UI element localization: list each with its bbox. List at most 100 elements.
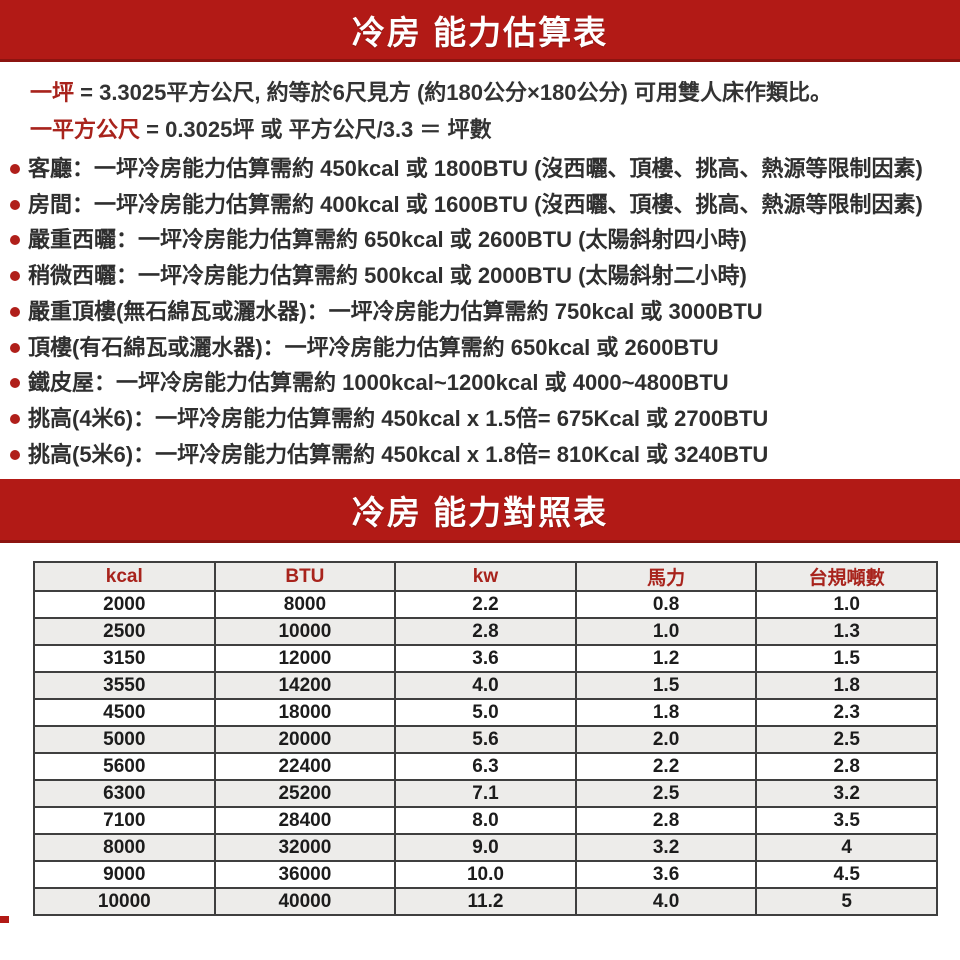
table-cell: 2.0 <box>574 725 758 755</box>
ping-definition-text: = 3.3025平方公尺, 約等於6尺見方 (約180公分×180公分) 可用雙… <box>74 80 832 105</box>
unit-definitions: 一坪 = 3.3025平方公尺, 約等於6尺見方 (約180公分×180公分) … <box>0 62 960 148</box>
square-meter-term: 一平方公尺 <box>30 117 141 142</box>
table-cell: 3150 <box>33 644 216 674</box>
table-cell: 8000 <box>33 833 216 863</box>
column-header: 馬力 <box>574 561 758 593</box>
table-cell: 2.8 <box>574 806 758 836</box>
comparison-banner: 冷房 能力對照表 <box>0 479 960 544</box>
column-header: BTU <box>213 561 397 593</box>
comparison-table-body: 2000 8000 2.2 0.8 1.0 2500 10000 2.8 1.0 1.3 3150 1… <box>33 590 938 917</box>
table-cell: 9.0 <box>394 833 577 863</box>
column-header: kw <box>394 561 577 593</box>
table-cell: 3550 <box>33 671 216 701</box>
table-row: 2000 8000 2.2 0.8 1.0 <box>33 590 938 620</box>
table-row: 5600 22400 6.3 2.2 2.8 <box>33 752 938 782</box>
comparison-header-row: kcal BTU kw 馬力 台規噸數 <box>33 561 938 593</box>
table-cell: 4500 <box>33 698 216 728</box>
table-cell: 5.0 <box>394 698 577 728</box>
estimation-item-text: 嚴重西曬：一坪冷房能力估算需約 650kcal 或 2600BTU (太陽斜射四… <box>28 227 747 253</box>
table-cell: 1.3 <box>755 617 938 647</box>
table-cell: 28400 <box>213 806 397 836</box>
table-cell: 20000 <box>213 725 397 755</box>
table-cell: 25200 <box>213 779 397 809</box>
table-cell: 7100 <box>33 806 216 836</box>
table-cell: 4.5 <box>755 860 938 890</box>
estimation-item: 頂樓(有石綿瓦或灑水器)：一坪冷房能力估算需約 650kcal 或 2600BT… <box>10 330 960 366</box>
table-row: 10000 40000 11.2 4.0 5 <box>33 887 938 917</box>
table-row: 3150 12000 3.6 1.2 1.5 <box>33 644 938 674</box>
table-cell: 4 <box>755 833 938 863</box>
table-cell: 8.0 <box>394 806 577 836</box>
estimation-banner: 冷房 能力估算表 <box>0 0 960 62</box>
column-header: 台規噸數 <box>755 561 938 593</box>
table-cell: 11.2 <box>394 887 577 917</box>
estimation-item: 房間：一坪冷房能力估算需約 400kcal 或 1600BTU (沒西曬、頂樓、… <box>10 187 960 223</box>
table-cell: 10.0 <box>394 860 577 890</box>
table-cell: 40000 <box>213 887 397 917</box>
table-cell: 3.2 <box>574 833 758 863</box>
comparison-table: kcal BTU kw 馬力 台規噸數 2000 8000 2.2 0.8 1.0 2500 100… <box>33 561 938 917</box>
table-cell: 6.3 <box>394 752 577 782</box>
square-meter-definition-text: = 0.3025坪 或 平方公尺/3.3 ＝ 坪數 <box>140 117 492 142</box>
estimation-item-text: 鐵皮屋：一坪冷房能力估算需約 1000kcal~1200kcal 或 4000~… <box>28 370 729 396</box>
estimation-item-text: 頂樓(有石綿瓦或灑水器)：一坪冷房能力估算需約 650kcal 或 2600BT… <box>28 334 719 360</box>
estimation-item: 挑高(4米6)：一坪冷房能力估算需約 450kcal x 1.5倍= 675Kc… <box>10 401 960 437</box>
bullet-dot-icon <box>10 235 20 246</box>
table-cell: 2500 <box>33 617 216 647</box>
table-cell: 14200 <box>213 671 397 701</box>
table-row: 4500 18000 5.0 1.8 2.3 <box>33 698 938 728</box>
table-cell: 1.8 <box>755 671 938 701</box>
estimation-item-text: 嚴重頂樓(無石綿瓦或灑水器)：一坪冷房能力估算需約 750kcal 或 3000… <box>28 298 763 324</box>
estimation-banner-title: 冷房 能力估算表 <box>351 13 609 51</box>
table-cell: 1.5 <box>574 671 758 701</box>
estimation-item: 挑高(5米6)：一坪冷房能力估算需約 450kcal x 1.8倍= 810Kc… <box>10 437 960 473</box>
table-cell: 2.2 <box>574 752 758 782</box>
table-cell: 2000 <box>33 590 216 620</box>
table-cell: 2.2 <box>394 590 577 620</box>
table-cell: 9000 <box>33 860 216 890</box>
table-cell: 22400 <box>213 752 397 782</box>
table-cell: 2.5 <box>574 779 758 809</box>
comparison-table-head: kcal BTU kw 馬力 台規噸數 <box>33 561 938 593</box>
table-cell: 3.6 <box>394 644 577 674</box>
bullet-dot-icon <box>10 413 20 424</box>
table-cell: 2.3 <box>755 698 938 728</box>
table-row: 9000 36000 10.0 3.6 4.5 <box>33 860 938 890</box>
table-cell: 1.8 <box>574 698 758 728</box>
comparison-table-wrap: kcal BTU kw 馬力 台規噸數 2000 8000 2.2 0.8 1.0 2500 100… <box>33 561 960 917</box>
estimation-item-text: 挑高(5米6)：一坪冷房能力估算需約 450kcal x 1.8倍= 810Kc… <box>28 441 769 467</box>
estimation-item: 客廳：一坪冷房能力估算需約 450kcal 或 1800BTU (沒西曬、頂樓、… <box>10 151 960 187</box>
table-cell: 2.5 <box>755 725 938 755</box>
estimation-item-text: 房間：一坪冷房能力估算需約 400kcal 或 1600BTU (沒西曬、頂樓、… <box>28 191 923 217</box>
bullet-dot-icon <box>10 449 20 460</box>
ping-definition-line: 一坪 = 3.3025平方公尺, 約等於6尺見方 (約180公分×180公分) … <box>30 74 960 111</box>
estimation-item: 嚴重頂樓(無石綿瓦或灑水器)：一坪冷房能力估算需約 750kcal 或 3000… <box>10 294 960 330</box>
estimation-list: 客廳：一坪冷房能力估算需約 450kcal 或 1800BTU (沒西曬、頂樓、… <box>0 151 960 472</box>
estimation-item-text: 客廳：一坪冷房能力估算需約 450kcal 或 1800BTU (沒西曬、頂樓、… <box>28 156 923 181</box>
bullet-dot-icon <box>10 306 20 317</box>
estimation-item-text: 稍微西曬：一坪冷房能力估算需約 500kcal 或 2000BTU (太陽斜射二… <box>28 263 747 289</box>
table-cell: 5.6 <box>394 725 577 755</box>
estimation-item-text: 挑高(4米6)：一坪冷房能力估算需約 450kcal x 1.5倍= 675Kc… <box>28 405 769 431</box>
table-cell: 0.8 <box>574 590 758 620</box>
bullet-dot-icon <box>10 342 20 353</box>
bullet-dot-icon <box>10 271 20 282</box>
table-cell: 4.0 <box>574 887 758 917</box>
bullet-dot-icon <box>10 378 20 389</box>
table-row: 5000 20000 5.6 2.0 2.5 <box>33 725 938 755</box>
table-cell: 10000 <box>213 617 397 647</box>
table-cell: 3.6 <box>574 860 758 890</box>
comparison-banner-title: 冷房 能力對照表 <box>351 493 609 531</box>
table-cell: 8000 <box>213 590 397 620</box>
table-row: 8000 32000 9.0 3.2 4 <box>33 833 938 863</box>
estimation-item: 嚴重西曬：一坪冷房能力估算需約 650kcal 或 2600BTU (太陽斜射四… <box>10 222 960 258</box>
table-row: 6300 25200 7.1 2.5 3.2 <box>33 779 938 809</box>
page-bottom-red-fragment <box>0 916 9 924</box>
table-cell: 5000 <box>33 725 216 755</box>
table-cell: 4.0 <box>394 671 577 701</box>
column-header: kcal <box>33 561 216 593</box>
table-cell: 2.8 <box>755 752 938 782</box>
table-cell: 1.5 <box>755 644 938 674</box>
table-cell: 1.2 <box>574 644 758 674</box>
